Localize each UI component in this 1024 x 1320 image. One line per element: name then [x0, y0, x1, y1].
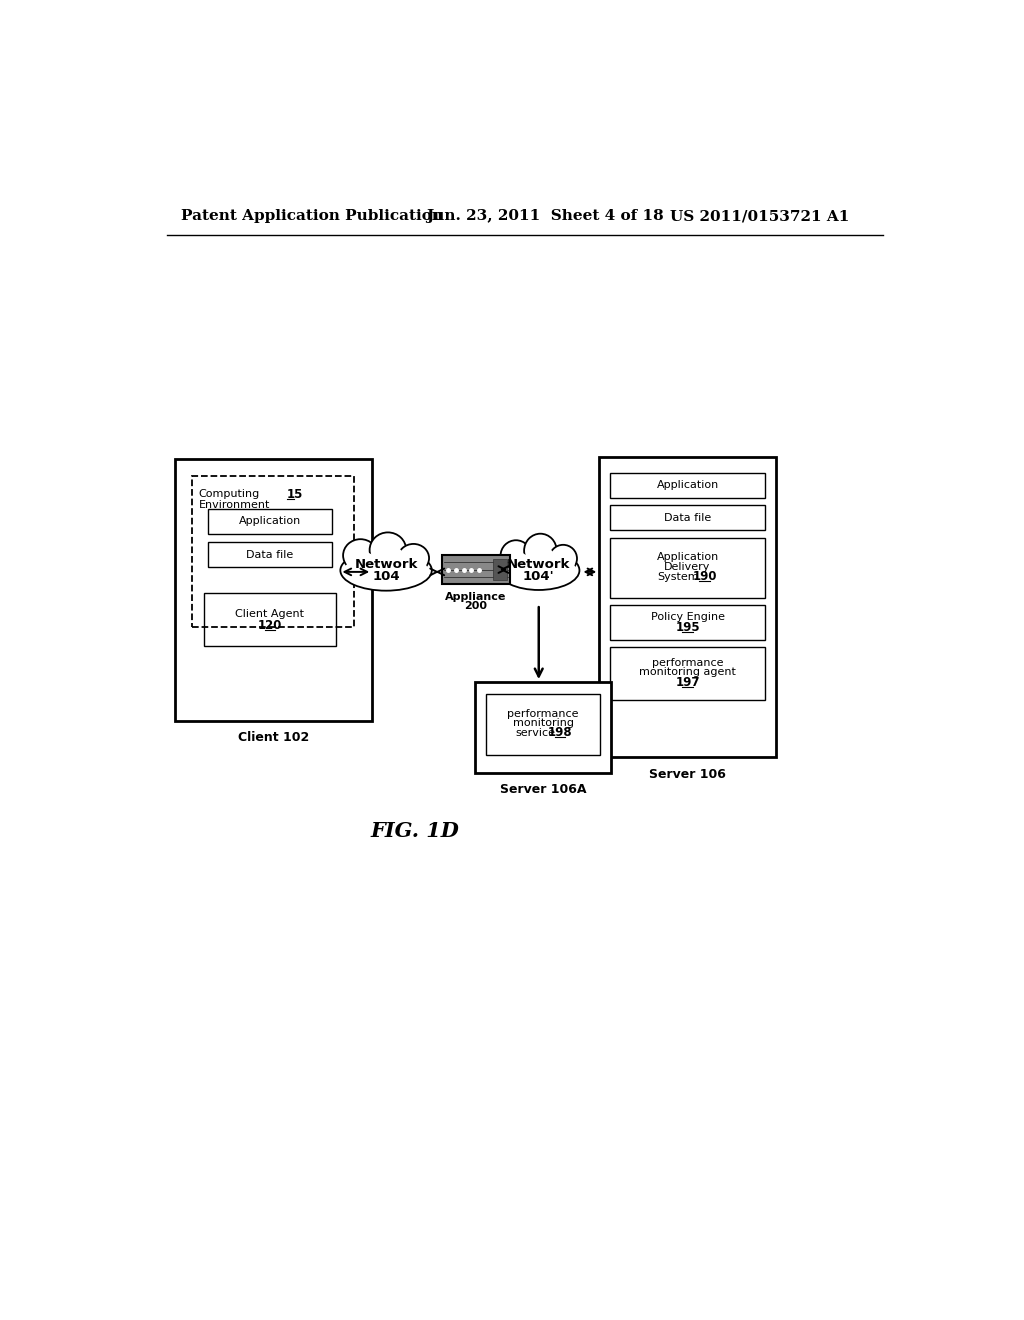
- Text: Jun. 23, 2011  Sheet 4 of 18: Jun. 23, 2011 Sheet 4 of 18: [426, 209, 665, 223]
- Ellipse shape: [373, 545, 403, 565]
- Ellipse shape: [551, 556, 574, 570]
- Text: System: System: [657, 572, 699, 582]
- Ellipse shape: [503, 552, 529, 569]
- Bar: [193, 477, 353, 627]
- Ellipse shape: [400, 554, 427, 570]
- Text: performance: performance: [652, 657, 723, 668]
- Text: Data file: Data file: [246, 549, 294, 560]
- Text: 198: 198: [548, 726, 572, 739]
- Text: FIG. 1D: FIG. 1D: [371, 821, 459, 841]
- Ellipse shape: [398, 544, 429, 573]
- Bar: [442, 554, 510, 585]
- Ellipse shape: [498, 550, 580, 590]
- Text: 195: 195: [675, 622, 699, 634]
- Bar: [208, 508, 332, 535]
- Ellipse shape: [370, 532, 407, 568]
- Bar: [486, 693, 600, 755]
- Text: Application: Application: [656, 552, 719, 562]
- Text: Application: Application: [239, 516, 301, 527]
- Text: 197: 197: [675, 676, 699, 689]
- Text: performance: performance: [507, 709, 579, 718]
- Text: monitoring: monitoring: [513, 718, 573, 727]
- Bar: [610, 506, 765, 531]
- Bar: [208, 541, 332, 568]
- Text: Policy Engine: Policy Engine: [650, 612, 725, 622]
- Bar: [610, 473, 765, 498]
- Bar: [599, 457, 776, 758]
- Ellipse shape: [549, 545, 577, 573]
- Text: Application: Application: [656, 480, 719, 490]
- Ellipse shape: [344, 553, 428, 587]
- Text: Network: Network: [354, 557, 418, 570]
- Bar: [610, 539, 765, 598]
- Text: Server 106: Server 106: [649, 768, 726, 781]
- Bar: [493, 558, 507, 581]
- Text: US 2011/0153721 A1: US 2011/0153721 A1: [671, 209, 850, 223]
- Text: Computing: Computing: [199, 488, 260, 499]
- Ellipse shape: [502, 554, 577, 586]
- Ellipse shape: [343, 539, 378, 572]
- Text: Server 106A: Server 106A: [500, 783, 587, 796]
- Text: monitoring agent: monitoring agent: [639, 667, 736, 677]
- Text: Appliance: Appliance: [445, 591, 507, 602]
- Text: Data file: Data file: [664, 512, 712, 523]
- Text: Patent Application Publication: Patent Application Publication: [180, 209, 442, 223]
- Text: 104: 104: [373, 570, 400, 583]
- Text: Client 102: Client 102: [238, 731, 309, 744]
- Ellipse shape: [526, 546, 554, 565]
- Ellipse shape: [524, 533, 557, 568]
- Text: Environment: Environment: [199, 499, 270, 510]
- Ellipse shape: [501, 540, 531, 572]
- Text: 200: 200: [465, 601, 487, 611]
- Text: Client Agent: Client Agent: [236, 610, 304, 619]
- Text: 120: 120: [258, 619, 282, 632]
- Text: 15: 15: [287, 488, 303, 502]
- Bar: [610, 647, 765, 700]
- Ellipse shape: [346, 552, 375, 569]
- Text: 190: 190: [692, 570, 717, 583]
- Text: 104': 104': [523, 570, 555, 583]
- Bar: [610, 605, 765, 640]
- Bar: [204, 594, 336, 645]
- Ellipse shape: [340, 550, 432, 590]
- Text: Delivery: Delivery: [665, 561, 711, 572]
- Text: service: service: [515, 727, 555, 738]
- Bar: [475, 682, 611, 774]
- Text: Network: Network: [507, 557, 570, 570]
- Bar: [174, 459, 372, 721]
